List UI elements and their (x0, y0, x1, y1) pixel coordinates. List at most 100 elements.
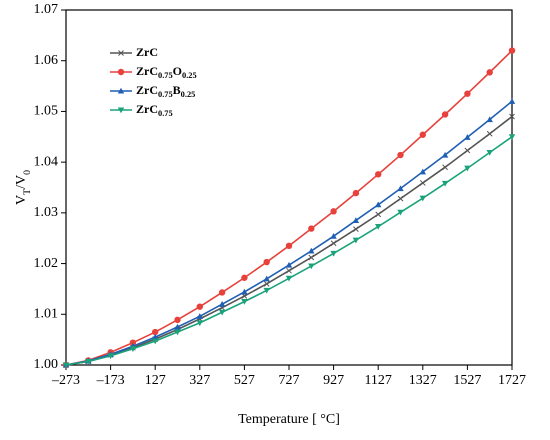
point (85, 358, 92, 365)
point (218, 300, 226, 307)
x-tick-label: 1527 (453, 373, 481, 388)
point (397, 185, 404, 192)
point (508, 47, 516, 54)
point (263, 258, 270, 266)
point (152, 333, 159, 340)
y-tick-label: 1.07 (34, 2, 59, 17)
y-tick-label: 1.05 (34, 104, 59, 119)
point (62, 362, 70, 369)
point (196, 320, 203, 327)
x-axis-label: Temperature [ °C] (238, 412, 340, 427)
point (263, 275, 270, 282)
point (375, 171, 382, 178)
point (129, 339, 137, 346)
point (352, 189, 360, 197)
point (196, 313, 203, 319)
series-line (65, 100, 513, 366)
x-tick-label: 327 (189, 373, 210, 388)
x-tick-label: 1727 (498, 373, 526, 388)
point (419, 131, 426, 138)
legend-label: ZrC0.75O0.25 (136, 64, 197, 81)
point (464, 90, 471, 97)
point (241, 299, 248, 305)
point (285, 275, 293, 282)
point (218, 289, 226, 296)
point (397, 151, 404, 159)
point (441, 180, 449, 187)
y-axis-label: VT/V0 (14, 170, 33, 205)
point (486, 149, 493, 156)
point (308, 254, 315, 261)
point (397, 195, 404, 202)
x-tick-label: –173 (96, 373, 125, 388)
x-tick-label: 1127 (364, 373, 391, 388)
point (441, 111, 449, 118)
series-line (65, 49, 513, 366)
point (352, 237, 360, 244)
point (509, 113, 515, 120)
x-tick-label: 127 (145, 373, 166, 388)
point (330, 208, 337, 215)
legend-label: ZrC (136, 45, 158, 59)
point (174, 316, 181, 324)
point (285, 261, 293, 268)
point (152, 328, 159, 336)
x-tick-label: 727 (279, 373, 300, 388)
point (397, 209, 404, 216)
point (486, 116, 493, 123)
point (263, 287, 270, 294)
point (308, 225, 315, 232)
point (117, 87, 125, 94)
point (441, 151, 449, 158)
point (196, 303, 203, 310)
point (375, 211, 382, 218)
y-tick-label: 1.00 (34, 357, 59, 372)
point (508, 134, 516, 140)
point (419, 180, 426, 186)
point (486, 130, 493, 137)
x-tick-label: 1327 (409, 373, 437, 388)
point (308, 263, 315, 270)
point (330, 250, 337, 257)
legend-label: ZrC0.75 (136, 102, 173, 119)
point (174, 323, 181, 330)
point (129, 346, 137, 352)
x-tick-label: 927 (323, 373, 344, 388)
point (218, 309, 226, 316)
point (419, 195, 426, 202)
point (508, 98, 516, 104)
series-line (65, 136, 513, 366)
point (464, 147, 471, 154)
point (241, 274, 248, 281)
y-tick-label: 1.06 (34, 53, 59, 68)
point (353, 226, 359, 232)
point (263, 281, 270, 287)
point (174, 329, 181, 336)
y-tick-label: 1.04 (34, 154, 59, 169)
point (241, 288, 248, 295)
point (286, 267, 292, 274)
y-tick-label: 1.01 (34, 307, 59, 322)
point (464, 165, 471, 172)
point (419, 168, 426, 175)
point (442, 164, 448, 171)
x-tick-label: 527 (234, 373, 255, 388)
point (117, 68, 125, 76)
point (118, 50, 124, 56)
point (152, 338, 159, 345)
point (352, 217, 360, 224)
point (285, 242, 293, 250)
point (375, 201, 382, 208)
point (464, 134, 471, 140)
plot-frame (65, 9, 513, 366)
y-tick-label: 1.03 (34, 205, 59, 220)
point (330, 240, 337, 247)
y-tick-label: 1.02 (34, 256, 59, 271)
legend-label: ZrC0.75B0.25 (136, 83, 195, 100)
x-tick-label: –273 (51, 373, 80, 388)
point (330, 232, 337, 239)
point (107, 353, 114, 360)
point (117, 107, 125, 114)
point (308, 247, 315, 254)
